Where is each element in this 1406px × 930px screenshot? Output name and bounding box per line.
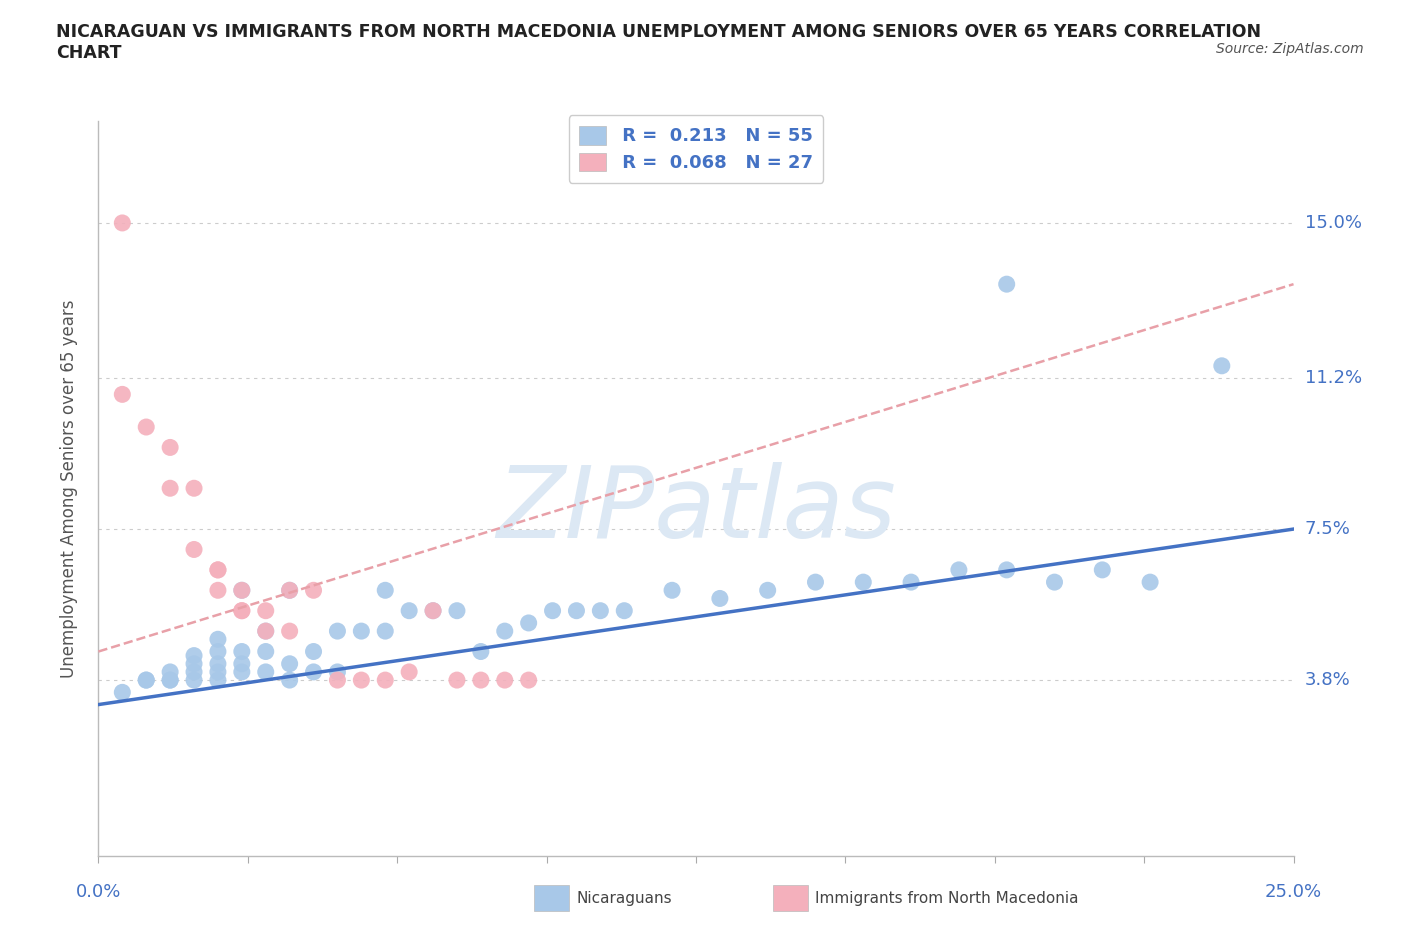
Point	[374, 624, 396, 639]
Text: 15.0%: 15.0%	[1305, 214, 1361, 232]
Point	[374, 583, 396, 598]
Point	[183, 648, 205, 663]
Point	[207, 631, 229, 646]
Point	[135, 419, 157, 434]
Point	[159, 440, 181, 455]
Point	[302, 644, 325, 659]
Point	[231, 604, 253, 618]
Point	[1211, 358, 1233, 373]
Point	[278, 583, 301, 598]
Point	[254, 604, 277, 618]
Point	[231, 657, 253, 671]
Point	[207, 672, 229, 687]
Point	[207, 657, 229, 671]
Point	[1139, 575, 1161, 590]
Point	[900, 575, 922, 590]
Point	[995, 277, 1018, 292]
Point	[135, 672, 157, 687]
Text: NICARAGUAN VS IMMIGRANTS FROM NORTH MACEDONIA UNEMPLOYMENT AMONG SENIORS OVER 65: NICARAGUAN VS IMMIGRANTS FROM NORTH MACE…	[56, 23, 1261, 62]
Text: 25.0%: 25.0%	[1265, 884, 1322, 901]
Point	[350, 672, 373, 687]
Point	[254, 624, 277, 639]
Point	[183, 664, 205, 679]
Point	[159, 672, 181, 687]
Point	[756, 583, 779, 598]
Point	[470, 644, 492, 659]
Text: ZIPatlas: ZIPatlas	[496, 462, 896, 559]
Legend:  R =  0.213   N = 55,  R =  0.068   N = 27: R = 0.213 N = 55, R = 0.068 N = 27	[568, 115, 824, 183]
Point	[111, 387, 134, 402]
Point	[207, 563, 229, 578]
Point	[159, 664, 181, 679]
Text: Immigrants from North Macedonia: Immigrants from North Macedonia	[815, 891, 1078, 906]
Point	[589, 604, 612, 618]
Point	[302, 664, 325, 679]
Text: 3.8%: 3.8%	[1305, 671, 1350, 689]
Point	[183, 672, 205, 687]
Point	[613, 604, 636, 618]
Point	[231, 664, 253, 679]
Point	[1091, 563, 1114, 578]
Point	[804, 575, 827, 590]
Point	[207, 644, 229, 659]
Point	[231, 644, 253, 659]
Point	[278, 657, 301, 671]
Text: Source: ZipAtlas.com: Source: ZipAtlas.com	[1216, 42, 1364, 56]
Text: 7.5%: 7.5%	[1305, 520, 1351, 538]
Point	[231, 583, 253, 598]
Point	[278, 672, 301, 687]
Text: Nicaraguans: Nicaraguans	[576, 891, 672, 906]
Point	[111, 216, 134, 231]
Point	[541, 604, 564, 618]
Point	[494, 624, 516, 639]
Point	[302, 583, 325, 598]
Point	[278, 624, 301, 639]
Point	[207, 664, 229, 679]
Point	[398, 664, 420, 679]
Text: 0.0%: 0.0%	[76, 884, 121, 901]
Point	[326, 624, 349, 639]
Point	[709, 591, 731, 606]
Point	[494, 672, 516, 687]
Point	[1043, 575, 1066, 590]
Point	[398, 604, 420, 618]
Point	[231, 583, 253, 598]
Point	[159, 481, 181, 496]
Point	[207, 583, 229, 598]
Point	[350, 624, 373, 639]
Point	[374, 672, 396, 687]
Point	[852, 575, 875, 590]
Point	[207, 563, 229, 578]
Point	[661, 583, 683, 598]
Point	[326, 672, 349, 687]
Point	[995, 563, 1018, 578]
Point	[422, 604, 444, 618]
Point	[135, 672, 157, 687]
Point	[446, 672, 468, 687]
Point	[326, 664, 349, 679]
Point	[159, 672, 181, 687]
Point	[111, 684, 134, 699]
Text: 11.2%: 11.2%	[1305, 369, 1362, 387]
Y-axis label: Unemployment Among Seniors over 65 years: Unemployment Among Seniors over 65 years	[59, 299, 77, 677]
Point	[446, 604, 468, 618]
Point	[183, 481, 205, 496]
Point	[254, 624, 277, 639]
Point	[254, 644, 277, 659]
Point	[517, 616, 540, 631]
Point	[422, 604, 444, 618]
Point	[948, 563, 970, 578]
Point	[183, 657, 205, 671]
Point	[254, 664, 277, 679]
Point	[183, 542, 205, 557]
Point	[231, 604, 253, 618]
Point	[470, 672, 492, 687]
Point	[278, 583, 301, 598]
Point	[565, 604, 588, 618]
Point	[517, 672, 540, 687]
